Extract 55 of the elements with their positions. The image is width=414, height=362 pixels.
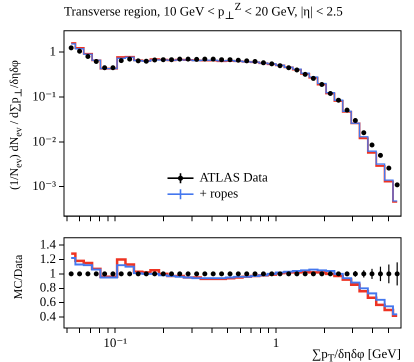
point xyxy=(310,76,316,81)
point xyxy=(244,58,250,64)
point xyxy=(160,57,166,62)
point xyxy=(152,57,158,62)
y-tick-label: 1.2 xyxy=(40,250,56,266)
point xyxy=(136,58,141,64)
y-tick-label: 0.8 xyxy=(40,280,56,295)
y-tick-label: 1.4 xyxy=(40,236,56,252)
point xyxy=(352,118,358,123)
point xyxy=(386,166,392,171)
point xyxy=(219,57,224,62)
point xyxy=(202,56,208,62)
y-tick-label: 10⁻² xyxy=(32,133,56,148)
point xyxy=(344,108,350,113)
point xyxy=(294,68,300,73)
legend-label: ATLAS Data xyxy=(200,170,268,185)
point xyxy=(286,65,292,70)
y-tick-label: 1 xyxy=(50,44,56,59)
point xyxy=(236,58,241,63)
point xyxy=(118,58,124,64)
chart-title: Transverse region, 10 GeV < p$_{⊥}$$^{Z}$ < 20 GeV, |η| < 2.5 xyxy=(64,1,343,22)
point xyxy=(278,63,283,68)
point xyxy=(186,56,191,62)
point xyxy=(110,65,116,70)
legend-label: + ropes xyxy=(200,186,238,201)
y-tick-label: 0.4 xyxy=(40,308,56,324)
point xyxy=(228,57,233,62)
x-axis-title: ∑p$_{T}$/δηδφ [GeV] xyxy=(312,346,401,362)
y-axis-title: MC/Data xyxy=(10,254,26,302)
point xyxy=(102,65,108,70)
point xyxy=(127,56,132,62)
point xyxy=(302,72,308,77)
point xyxy=(177,56,182,62)
point xyxy=(269,61,274,66)
point xyxy=(144,58,149,64)
point xyxy=(319,82,324,88)
point xyxy=(77,48,82,54)
point xyxy=(94,59,99,64)
point xyxy=(336,98,341,103)
y-tick-label: 10⁻³ xyxy=(32,178,56,194)
y-tick-label: 0.6 xyxy=(40,294,56,310)
point xyxy=(68,45,74,50)
point xyxy=(370,142,374,148)
y-tick-label: 10⁻¹ xyxy=(32,88,56,104)
point xyxy=(394,182,400,188)
point xyxy=(252,59,258,64)
point xyxy=(378,152,383,158)
point xyxy=(85,54,90,60)
point xyxy=(361,130,366,136)
point xyxy=(169,57,174,62)
point xyxy=(328,90,333,96)
y-tick-label: 1 xyxy=(50,265,56,280)
point xyxy=(194,56,200,62)
point xyxy=(210,56,216,62)
point xyxy=(260,60,266,66)
